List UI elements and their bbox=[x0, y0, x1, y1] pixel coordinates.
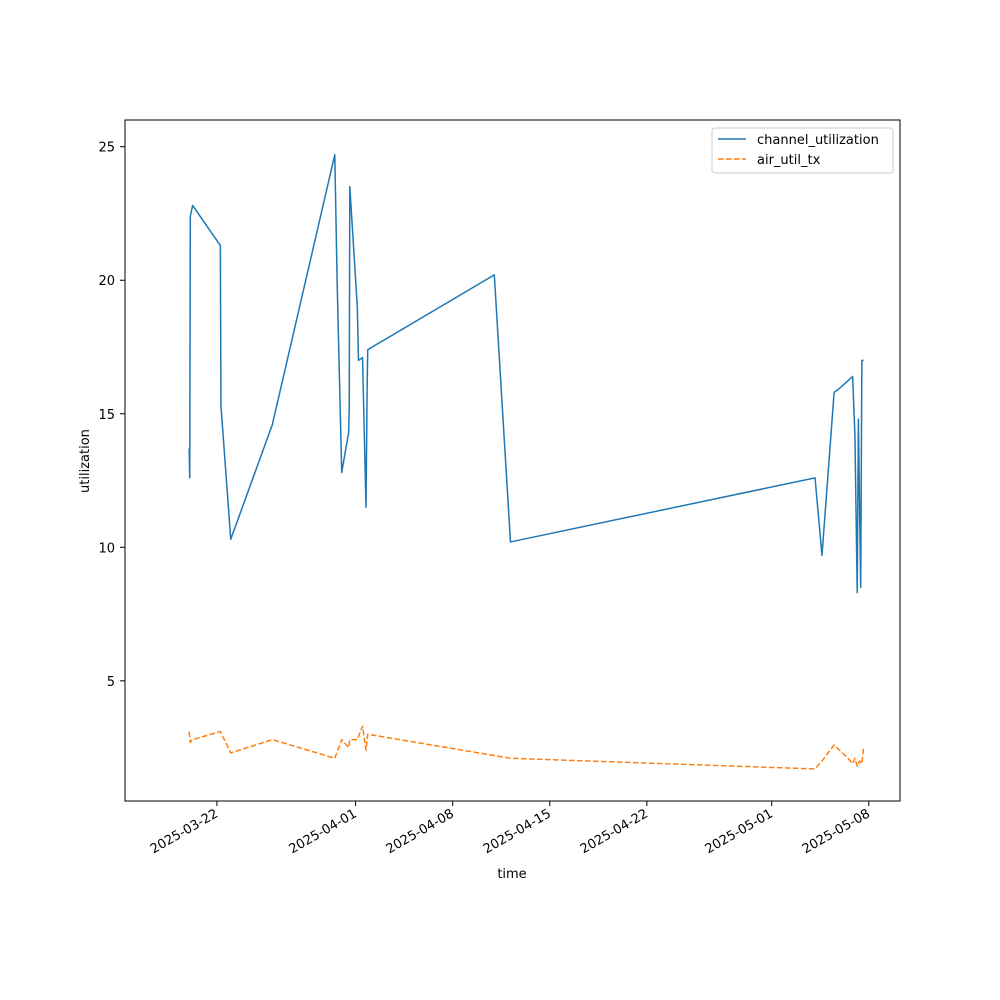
y-tick-label: 25 bbox=[98, 141, 115, 156]
y-tick-label: 20 bbox=[98, 274, 115, 289]
series-line-2 bbox=[188, 725, 865, 770]
y-tick-label: 15 bbox=[98, 408, 115, 423]
series-line-1 bbox=[188, 153, 864, 594]
x-tick-label: 2025-04-15 bbox=[481, 806, 554, 857]
series-layer bbox=[188, 153, 865, 770]
y-tick-label: 10 bbox=[98, 541, 115, 556]
axes-frame bbox=[124, 119, 901, 802]
legend: channel_utilization air_util_tx bbox=[711, 127, 894, 174]
y-axis-ticks: 5 10 15 20 25 bbox=[98, 141, 125, 690]
x-tick-label: 2025-04-01 bbox=[287, 806, 360, 857]
y-tick-label: 5 bbox=[107, 675, 115, 690]
y-axis-label: utilization bbox=[78, 429, 93, 493]
x-tick-label: 2025-03-22 bbox=[148, 806, 221, 857]
legend-box bbox=[711, 127, 894, 174]
x-axis-label: time bbox=[497, 867, 526, 882]
legend-label-1: channel_utilization bbox=[757, 133, 879, 148]
legend-label-2: air_util_tx bbox=[757, 153, 821, 168]
x-axis-ticks: 2025-03-22 2025-04-01 2025-04-08 2025-04-15… bbox=[148, 801, 873, 857]
x-tick-label: 2025-05-01 bbox=[703, 806, 776, 857]
x-tick-label: 2025-05-08 bbox=[800, 806, 873, 857]
x-tick-label: 2025-04-08 bbox=[384, 806, 457, 857]
x-tick-label: 2025-04-22 bbox=[578, 806, 651, 857]
